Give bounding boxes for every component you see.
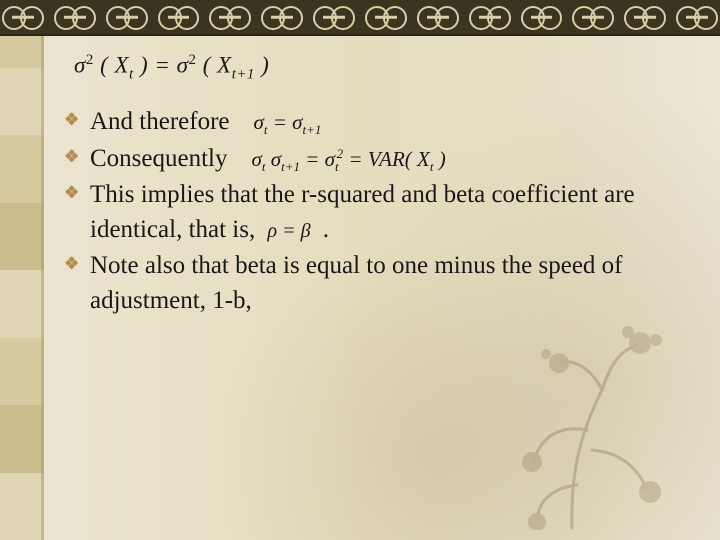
- bullet-text-after: .: [323, 216, 329, 243]
- bullet-text: Consequently: [90, 142, 228, 177]
- equation-var: σt σt+1 = σt2 = VAR( Xt ): [252, 145, 446, 176]
- top-knot-border: [0, 0, 720, 36]
- equation-sigma-t: σt = σt+1: [254, 108, 322, 139]
- list-item: This implies that the r-squared and beta…: [64, 178, 684, 247]
- list-item: Consequently σt σt+1 = σt2 = VAR( Xt ): [64, 142, 684, 177]
- list-item: And therefore σt = σt+1: [64, 105, 684, 140]
- bullet-list: And therefore σt = σt+1 Consequently σt …: [64, 105, 684, 318]
- list-item: Note also that beta is equal to one minu…: [64, 249, 684, 318]
- top-equation: σ2 ( Xt ) = σ2 ( Xt+1 ): [74, 52, 684, 83]
- slide-content: σ2 ( Xt ) = σ2 ( Xt+1 ) And therefore σt…: [64, 52, 684, 320]
- left-decorative-strip: [0, 0, 44, 540]
- bullet-text: And therefore: [90, 105, 230, 140]
- bullet-text: This implies that the r-squared and beta…: [90, 181, 635, 243]
- equation-rho-beta: ρ = β: [261, 220, 316, 242]
- bullet-text: Note also that beta is equal to one minu…: [90, 252, 623, 314]
